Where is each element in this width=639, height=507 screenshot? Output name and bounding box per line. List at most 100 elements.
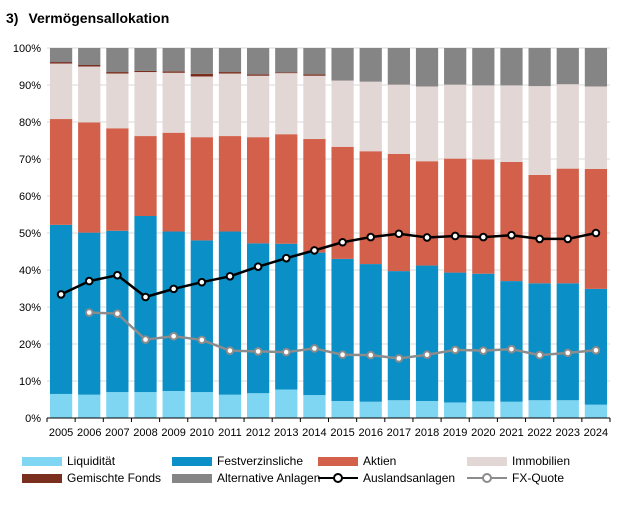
point-auslandsanlagen — [450, 231, 460, 241]
legend-label: Festverzinsliche — [217, 454, 304, 468]
bar-segment-alternative — [415, 48, 439, 87]
point-fx_quote — [281, 347, 291, 357]
legend-swatch-liquiditaet — [22, 456, 62, 466]
stacked-bar-chart: 0% 10% 20% 30% 40% 50% 60% 70% 80% 90% 100% 2005 200… — [13, 43, 611, 439]
bar-segment-aktien — [500, 161, 523, 282]
bar-segment-gemischte_fonds — [218, 72, 242, 74]
bar-segment-alternative — [78, 48, 101, 66]
bar-segment-alternative — [303, 48, 326, 75]
x-tick-label: 2011 — [218, 427, 242, 439]
bar-segment-alternative — [275, 48, 298, 73]
bar-segment-liquiditaet — [387, 400, 410, 418]
bar-segment-aktien — [190, 137, 213, 241]
y-tick-label: 80% — [19, 117, 41, 129]
bar-segment-liquiditaet — [49, 393, 73, 418]
legend-item-festverzinsliche: Festverzinsliche — [172, 453, 303, 469]
chart-title-number: 3) — [6, 10, 19, 26]
point-fx_quote — [84, 308, 94, 317]
bar-segment-aktien — [49, 119, 73, 225]
bar-segment-gemischte_fonds — [78, 65, 101, 67]
point-fx_quote — [507, 344, 516, 354]
bar-segment-aktien — [78, 122, 101, 233]
x-tick-label: 2017 — [387, 427, 411, 439]
bar-segment-liquiditaet — [444, 402, 467, 418]
bar-segment-festverzinsliche — [275, 243, 298, 390]
point-auslandsanlagen — [535, 234, 544, 244]
bar-segment-liquiditaet — [78, 394, 101, 418]
legend-label: Auslandsanlagen — [363, 471, 456, 485]
bar-segment-festverzinsliche — [49, 224, 73, 394]
point-fx_quote — [225, 346, 235, 355]
legend-item-gemischte_fonds: Gemischte Fonds — [22, 470, 161, 486]
point-fx_quote — [394, 354, 404, 363]
x-tick-label: 2023 — [556, 427, 580, 439]
bar-segment-festverzinsliche — [218, 231, 242, 395]
bar-segment-immobilien — [134, 72, 157, 137]
y-tick-label: 0% — [25, 413, 41, 425]
y-tick-label: 40% — [19, 265, 41, 277]
point-auslandsanlagen — [422, 233, 432, 242]
y-tick-label: 100% — [13, 43, 41, 55]
bar-segment-gemischte_fonds — [275, 72, 298, 74]
bar-segment-aktien — [331, 146, 354, 259]
bar-segment-festverzinsliche — [134, 215, 157, 393]
x-tick-label: 2019 — [443, 427, 467, 439]
legend-label: Alternative Anlagen — [217, 471, 321, 485]
bar-segment-alternative — [584, 48, 608, 87]
point-auslandsanlagen — [56, 290, 66, 299]
bar-segment-liquiditaet — [247, 393, 270, 418]
bar-segment-aktien — [303, 139, 326, 253]
legend-swatch-festverzinsliche — [172, 456, 212, 466]
bar-segment-aktien — [218, 136, 242, 232]
x-tick-label: 2018 — [415, 427, 439, 439]
point-auslandsanlagen — [507, 230, 516, 240]
bar-segment-festverzinsliche — [472, 273, 495, 402]
y-tick-label: 70% — [19, 154, 41, 166]
bar-segment-liquiditaet — [556, 400, 579, 418]
bar-segment-aktien — [472, 159, 495, 274]
bar-segment-liquiditaet — [106, 392, 129, 418]
bar-segment-immobilien — [444, 84, 467, 159]
bar-segment-immobilien — [387, 84, 410, 154]
point-fx_quote — [591, 345, 601, 355]
bar-segment-alternative — [359, 48, 382, 82]
bar-segment-immobilien — [162, 72, 185, 133]
bar-segment-liquiditaet — [359, 401, 382, 418]
bar-segment-alternative — [444, 48, 467, 85]
bar-segment-festverzinsliche — [359, 264, 382, 402]
bar-segment-liquiditaet — [584, 404, 608, 418]
bar-segment-immobilien — [275, 73, 298, 135]
legend-item-liquiditaet: Liquidität — [22, 453, 115, 469]
bar-segment-festverzinsliche — [162, 231, 185, 391]
legend-item-immobilien: Immobilien — [467, 453, 570, 469]
bar-segment-alternative — [218, 48, 242, 73]
legend-item-alternative: Alternative Anlagen — [172, 470, 320, 486]
line-auslandsanlagen — [60, 231, 597, 299]
bar-segment-alternative — [500, 48, 523, 86]
point-auslandsanlagen — [197, 277, 207, 287]
bar-segment-festverzinsliche — [444, 272, 467, 403]
legend-swatch-immobilien — [467, 456, 507, 466]
point-auslandsanlagen — [338, 237, 347, 247]
bar-segment-immobilien — [247, 75, 270, 138]
bar-segment-gemischte_fonds — [106, 72, 129, 74]
bar-segment-immobilien — [331, 80, 354, 147]
bar-segment-aktien — [162, 132, 185, 232]
bar-segment-immobilien — [472, 85, 495, 160]
bar-segment-festverzinsliche — [387, 271, 410, 401]
bar-segment-liquiditaet — [500, 401, 523, 418]
bar-segment-alternative — [190, 48, 213, 74]
point-auslandsanlagen — [366, 232, 376, 242]
bar-segment-alternative — [331, 48, 354, 81]
bar-segment-festverzinsliche — [190, 240, 213, 393]
point-fx_quote — [535, 350, 544, 360]
bar-segment-alternative — [556, 48, 579, 85]
legend-label: Immobilien — [512, 454, 571, 468]
bar-segment-aktien — [275, 134, 298, 244]
point-fx_quote — [141, 335, 150, 344]
bar-segment-festverzinsliche — [500, 281, 523, 402]
x-tick-label: 2007 — [105, 427, 129, 439]
point-fx_quote — [479, 346, 488, 355]
point-auslandsanlagen — [169, 284, 178, 294]
bar-segment-liquiditaet — [162, 390, 185, 418]
